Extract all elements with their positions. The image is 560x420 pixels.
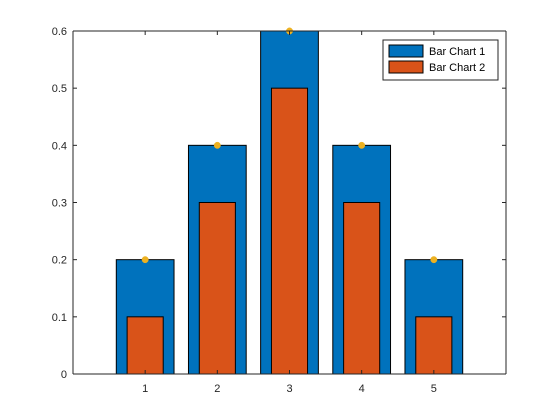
marker-point-5 (430, 256, 438, 264)
y-tick-label: 0.4 (52, 140, 67, 152)
bar-series-2-1 (126, 316, 164, 375)
x-tick-label: 1 (142, 383, 148, 395)
y-tick-label: 0.1 (52, 312, 67, 324)
legend-label-1: Bar Chart 1 (429, 46, 485, 58)
y-tick-label: 0.5 (52, 83, 67, 95)
axes: 1 2 3 4 5 0 0.1 0.2 0.3 0.4 0.5 0.6 (52, 26, 507, 395)
x-tick-label: 2 (214, 383, 220, 395)
legend: Bar Chart 1 Bar Chart 2 (382, 39, 499, 81)
marker-point-2 (213, 141, 221, 149)
plot-area (73, 27, 506, 375)
x-tick-label: 4 (359, 383, 365, 395)
legend-swatch-2 (388, 60, 424, 74)
x-tick-label: 5 (431, 383, 437, 395)
legend-swatch-1 (388, 44, 424, 58)
marker-point-1 (141, 256, 149, 264)
bar-series-2-4 (343, 202, 381, 375)
bar-series-2-5 (415, 316, 453, 375)
y-tick-label: 0.3 (52, 198, 67, 210)
bar-series-2-2 (198, 202, 236, 375)
legend-label-2: Bar Chart 2 (429, 62, 485, 74)
marker-point-4 (358, 141, 366, 149)
y-tick-label: 0.2 (52, 255, 67, 267)
x-tick-label: 3 (286, 383, 292, 395)
y-tick-label: 0 (61, 369, 67, 381)
y-tick-label: 0.6 (52, 26, 67, 38)
bar-series-2-3 (270, 87, 309, 375)
